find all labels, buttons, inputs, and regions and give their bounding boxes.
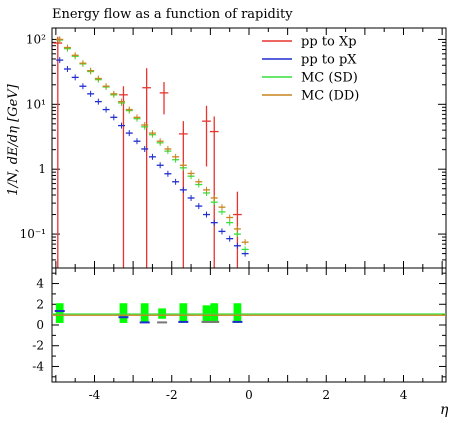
legend: pp to Xp pp to pX MC (SD) MC (DD) [262, 35, 359, 104]
legend-label: MC (DD) [301, 89, 359, 104]
legend-label: pp to Xp [301, 35, 357, 50]
legend-label: pp to pX [301, 53, 357, 68]
ratio-band [140, 303, 149, 322]
main-plot-frame [51, 27, 447, 269]
ratio-band [210, 303, 219, 323]
ratio-band [119, 303, 128, 323]
x-tick-label: -2 [166, 388, 178, 402]
main-plot-area: 10⁻¹ 1 10¹ 10² [20, 27, 447, 269]
x-tick-label: -4 [89, 388, 101, 402]
y-tick-label: 10² [26, 32, 46, 46]
ratio-tick-label: 0 [36, 318, 44, 332]
ratio-tick-label: 2 [36, 297, 44, 311]
legend-label: MC (SD) [301, 71, 358, 86]
ratio-band [55, 303, 64, 323]
x-tick-label: 0 [245, 388, 253, 402]
y-tick-label: 10¹ [26, 97, 46, 111]
x-tick-label: 4 [400, 388, 408, 402]
ratio-tick-label: -2 [32, 339, 44, 353]
ratio-plot-frame [51, 267, 447, 383]
ratio-band [233, 303, 242, 323]
ratio-plot-area: -4 -2 0 2 4 4 2 0 -2 -4 [32, 267, 447, 402]
y-axis-label: 1/N, dE/dη [GeV] [6, 83, 21, 195]
y-tick-label: 10⁻¹ [20, 227, 46, 241]
x-tick-label: 2 [322, 388, 330, 402]
x-axis-label: η [440, 402, 449, 418]
y-tick-label: 1 [38, 162, 46, 176]
chart-title: Energy flow as a function of rapidity [52, 7, 293, 22]
ratio-tick-label: -4 [32, 359, 44, 373]
ratio-tick-label: 4 [36, 277, 44, 291]
ratio-band [179, 303, 188, 323]
